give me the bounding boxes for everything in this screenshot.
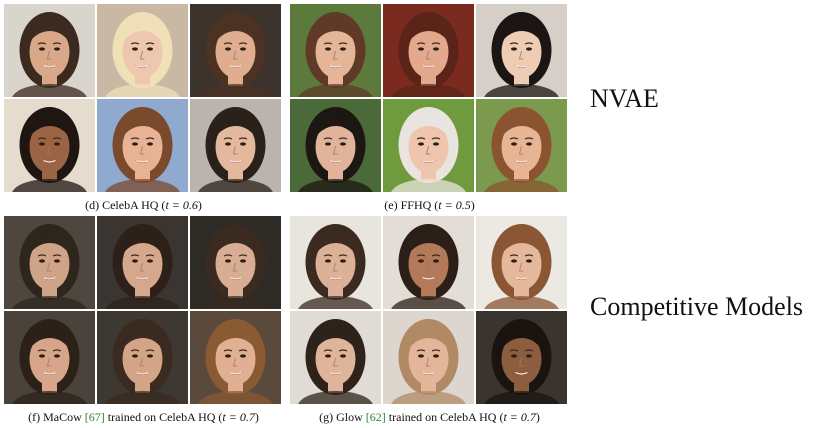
panel-g-grid (290, 216, 567, 404)
face-image (476, 311, 567, 404)
face-image (190, 216, 281, 309)
face-portrait (290, 216, 381, 309)
face-portrait (97, 99, 188, 192)
face-image (97, 216, 188, 309)
face-image (190, 99, 281, 192)
face-portrait (476, 216, 567, 309)
face-image (190, 4, 281, 97)
face-portrait (190, 216, 281, 309)
face-image (476, 4, 567, 97)
face-image (4, 4, 95, 97)
face-image (383, 4, 474, 97)
caption-d: (d) CelebA HQ (t = 0.6) (85, 198, 202, 212)
face-image (476, 216, 567, 309)
citation-link[interactable]: [62] (365, 410, 386, 424)
face-portrait (4, 311, 95, 404)
face-image (383, 311, 474, 404)
face-image (290, 311, 381, 404)
face-image (97, 4, 188, 97)
face-portrait (383, 4, 474, 97)
face-portrait (4, 216, 95, 309)
panel-f-grid (4, 216, 281, 404)
face-portrait (190, 4, 281, 97)
side-label-competitive-models: Competitive Models (590, 292, 804, 321)
face-portrait (476, 311, 567, 404)
caption-f: (f) MaCow [67] trained on CelebA HQ (t =… (28, 410, 259, 424)
caption-g: (g) Glow [62] trained on CelebA HQ (t = … (319, 410, 540, 424)
face-image (290, 4, 381, 97)
face-portrait (476, 99, 567, 192)
side-label-nvae: NVAE (590, 84, 659, 113)
face-portrait (290, 4, 381, 97)
face-image (383, 216, 474, 309)
face-image (4, 311, 95, 404)
face-portrait (4, 4, 95, 97)
face-image (4, 99, 95, 192)
face-portrait (476, 4, 567, 97)
face-image (383, 99, 474, 192)
face-image (290, 216, 381, 309)
face-portrait (97, 311, 188, 404)
face-portrait (383, 99, 474, 192)
face-image (4, 216, 95, 309)
face-portrait (97, 4, 188, 97)
caption-e: (e) FFHQ (t = 0.5) (384, 198, 475, 212)
face-portrait (383, 311, 474, 404)
face-portrait (290, 311, 381, 404)
face-portrait (97, 216, 188, 309)
face-image (290, 99, 381, 192)
face-portrait (190, 311, 281, 404)
face-portrait (4, 99, 95, 192)
face-image (97, 311, 188, 404)
face-image (476, 99, 567, 192)
panel-e-grid (290, 4, 567, 192)
citation-link[interactable]: [67] (84, 410, 105, 424)
face-portrait (383, 216, 474, 309)
face-portrait (190, 99, 281, 192)
face-portrait (290, 99, 381, 192)
face-image (190, 311, 281, 404)
face-image (97, 99, 188, 192)
panel-d-grid (4, 4, 281, 192)
